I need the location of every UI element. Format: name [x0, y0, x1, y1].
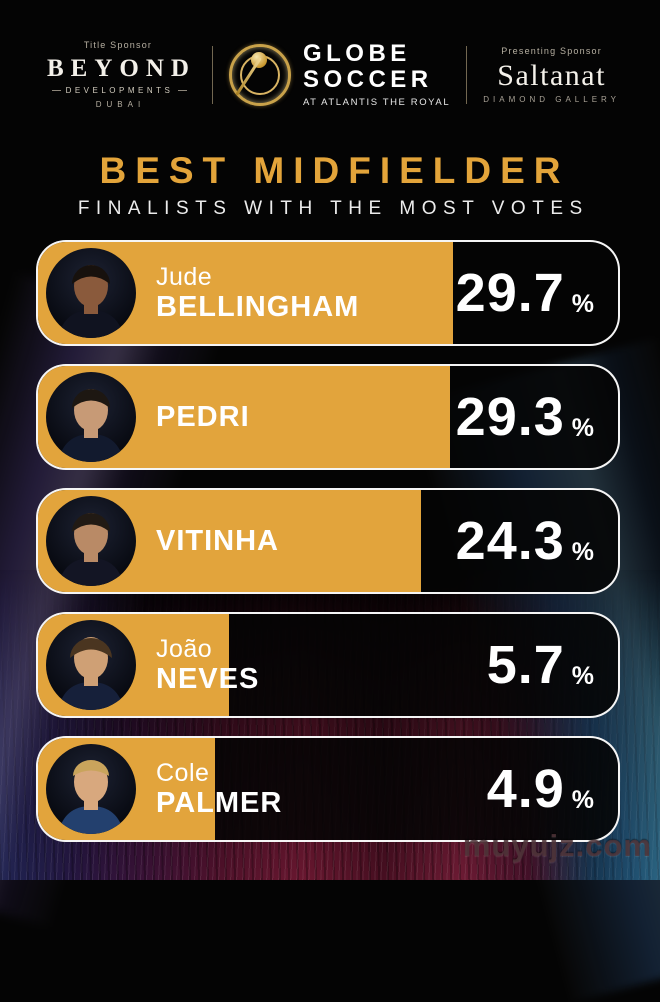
- player-silhouette-icon: [58, 265, 124, 338]
- globe-soccer-wordmark-line1: GLOBE: [302, 40, 411, 67]
- sponsor-saltanat: Presenting Sponsor Saltanat DIAMOND GALL…: [483, 46, 620, 104]
- avatar: [46, 496, 136, 586]
- table-row: PEDRI 29.3 %: [36, 364, 620, 470]
- percent-sign: %: [571, 413, 594, 442]
- page-subtitle: FINALISTS WITH THE MOST VOTES: [77, 198, 589, 219]
- avatar: [46, 744, 136, 834]
- page-title: BEST MIDFIELDER: [99, 150, 570, 191]
- vote-percentage: 29.3 %: [455, 387, 594, 447]
- percent-sign: %: [571, 661, 594, 690]
- player-name: PEDRI: [156, 400, 250, 433]
- table-row: João NEVES 5.7 %: [36, 612, 620, 718]
- sponsor-header: Title Sponsor BEYOND DEVELOPMENTS DUBAI …: [0, 40, 660, 109]
- avatar: [46, 248, 136, 338]
- table-row: Cole PALMER 4.9 %: [36, 736, 620, 842]
- player-silhouette-icon: [58, 760, 124, 834]
- avatar: [46, 620, 136, 710]
- beyond-logo: BEYOND: [46, 55, 196, 82]
- beyond-developments-label: DEVELOPMENTS: [43, 86, 196, 95]
- percent-sign: %: [571, 785, 594, 814]
- globe-soccer-wordmark-line2: SOCCER: [302, 66, 433, 93]
- percent-sign: %: [571, 289, 594, 318]
- vote-percentage: 4.9 %: [486, 759, 594, 819]
- header-divider-left: [211, 45, 213, 104]
- header-divider-right: [466, 45, 468, 104]
- globe-soccer-icon: [228, 43, 291, 106]
- player-name: VITINHA: [156, 524, 279, 557]
- player-silhouette-icon: [58, 389, 124, 462]
- avatar: [46, 372, 136, 462]
- player-name: Jude BELLINGHAM: [156, 262, 360, 323]
- title-sponsor-label: Title Sponsor: [83, 40, 153, 50]
- beyond-dubai-label: DUBAI: [95, 100, 146, 109]
- table-row: Jude BELLINGHAM 29.7 %: [36, 240, 620, 346]
- vote-percentage: 5.7 %: [486, 635, 594, 695]
- globe-soccer-tagline: AT ATLANTIS THE ROYAL: [302, 97, 451, 108]
- player-name: João NEVES: [156, 634, 260, 695]
- percent-sign: %: [571, 537, 594, 566]
- player-silhouette-icon: [58, 637, 124, 710]
- watermark: muyujz.com: [462, 828, 652, 863]
- table-row: VITINHA 24.3 %: [36, 488, 620, 594]
- player-silhouette-icon: [58, 513, 124, 586]
- presenting-sponsor-label: Presenting Sponsor: [501, 45, 602, 56]
- vote-bars: Jude BELLINGHAM 29.7 % PEDRI 29.3 %: [36, 240, 620, 860]
- sponsor-globe-soccer: GLOBE SOCCER AT ATLANTIS THE ROYAL: [228, 40, 451, 108]
- saltanat-diamond-gallery-label: DIAMOND GALLERY: [483, 94, 620, 104]
- player-name: Cole PALMER: [156, 758, 283, 819]
- vote-percentage: 24.3 %: [455, 511, 594, 571]
- sponsor-beyond: Title Sponsor BEYOND DEVELOPMENTS DUBAI: [40, 40, 196, 109]
- vote-percentage: 29.7 %: [455, 263, 594, 323]
- saltanat-logo: Saltanat: [497, 58, 606, 92]
